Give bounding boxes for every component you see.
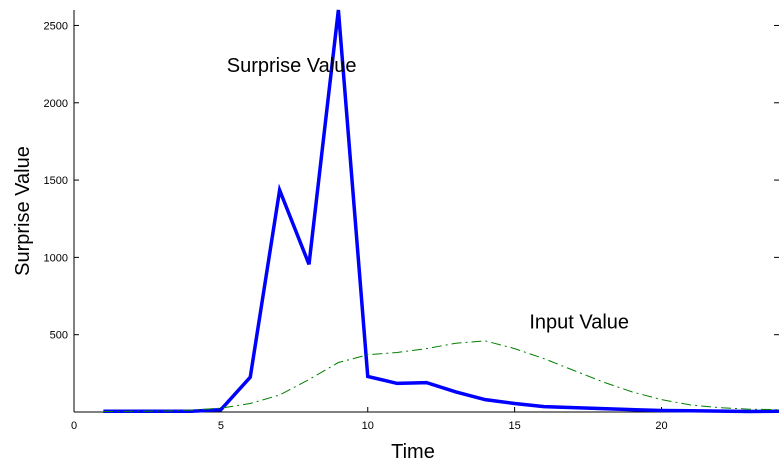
y-axis-title: Surprise Value (12, 146, 34, 276)
series-line-1 (103, 9, 779, 414)
x-tick-label: 10 (362, 420, 374, 432)
y-tick-label: 1500 (44, 175, 68, 187)
x-tick-label: 0 (71, 420, 77, 432)
y-tick-label: 2000 (44, 98, 68, 110)
annotation-layer: Surprise Value Input Value (227, 55, 629, 334)
series-layer (103, 9, 779, 414)
y-tick-label: 1000 (44, 252, 68, 264)
y-tick-label: 2500 (44, 20, 68, 32)
x-tick-label: 15 (509, 420, 521, 432)
x-tick-label: 5 (218, 420, 224, 432)
plot-area (74, 10, 779, 412)
x-axis-title: Time (391, 441, 435, 463)
chart-annotation: Surprise Value (227, 55, 357, 77)
series-line-2 (103, 340, 779, 413)
x-tick-label: 20 (655, 420, 667, 432)
chart-annotation: Input Value (529, 312, 629, 334)
y-tick-label: 500 (50, 330, 68, 342)
